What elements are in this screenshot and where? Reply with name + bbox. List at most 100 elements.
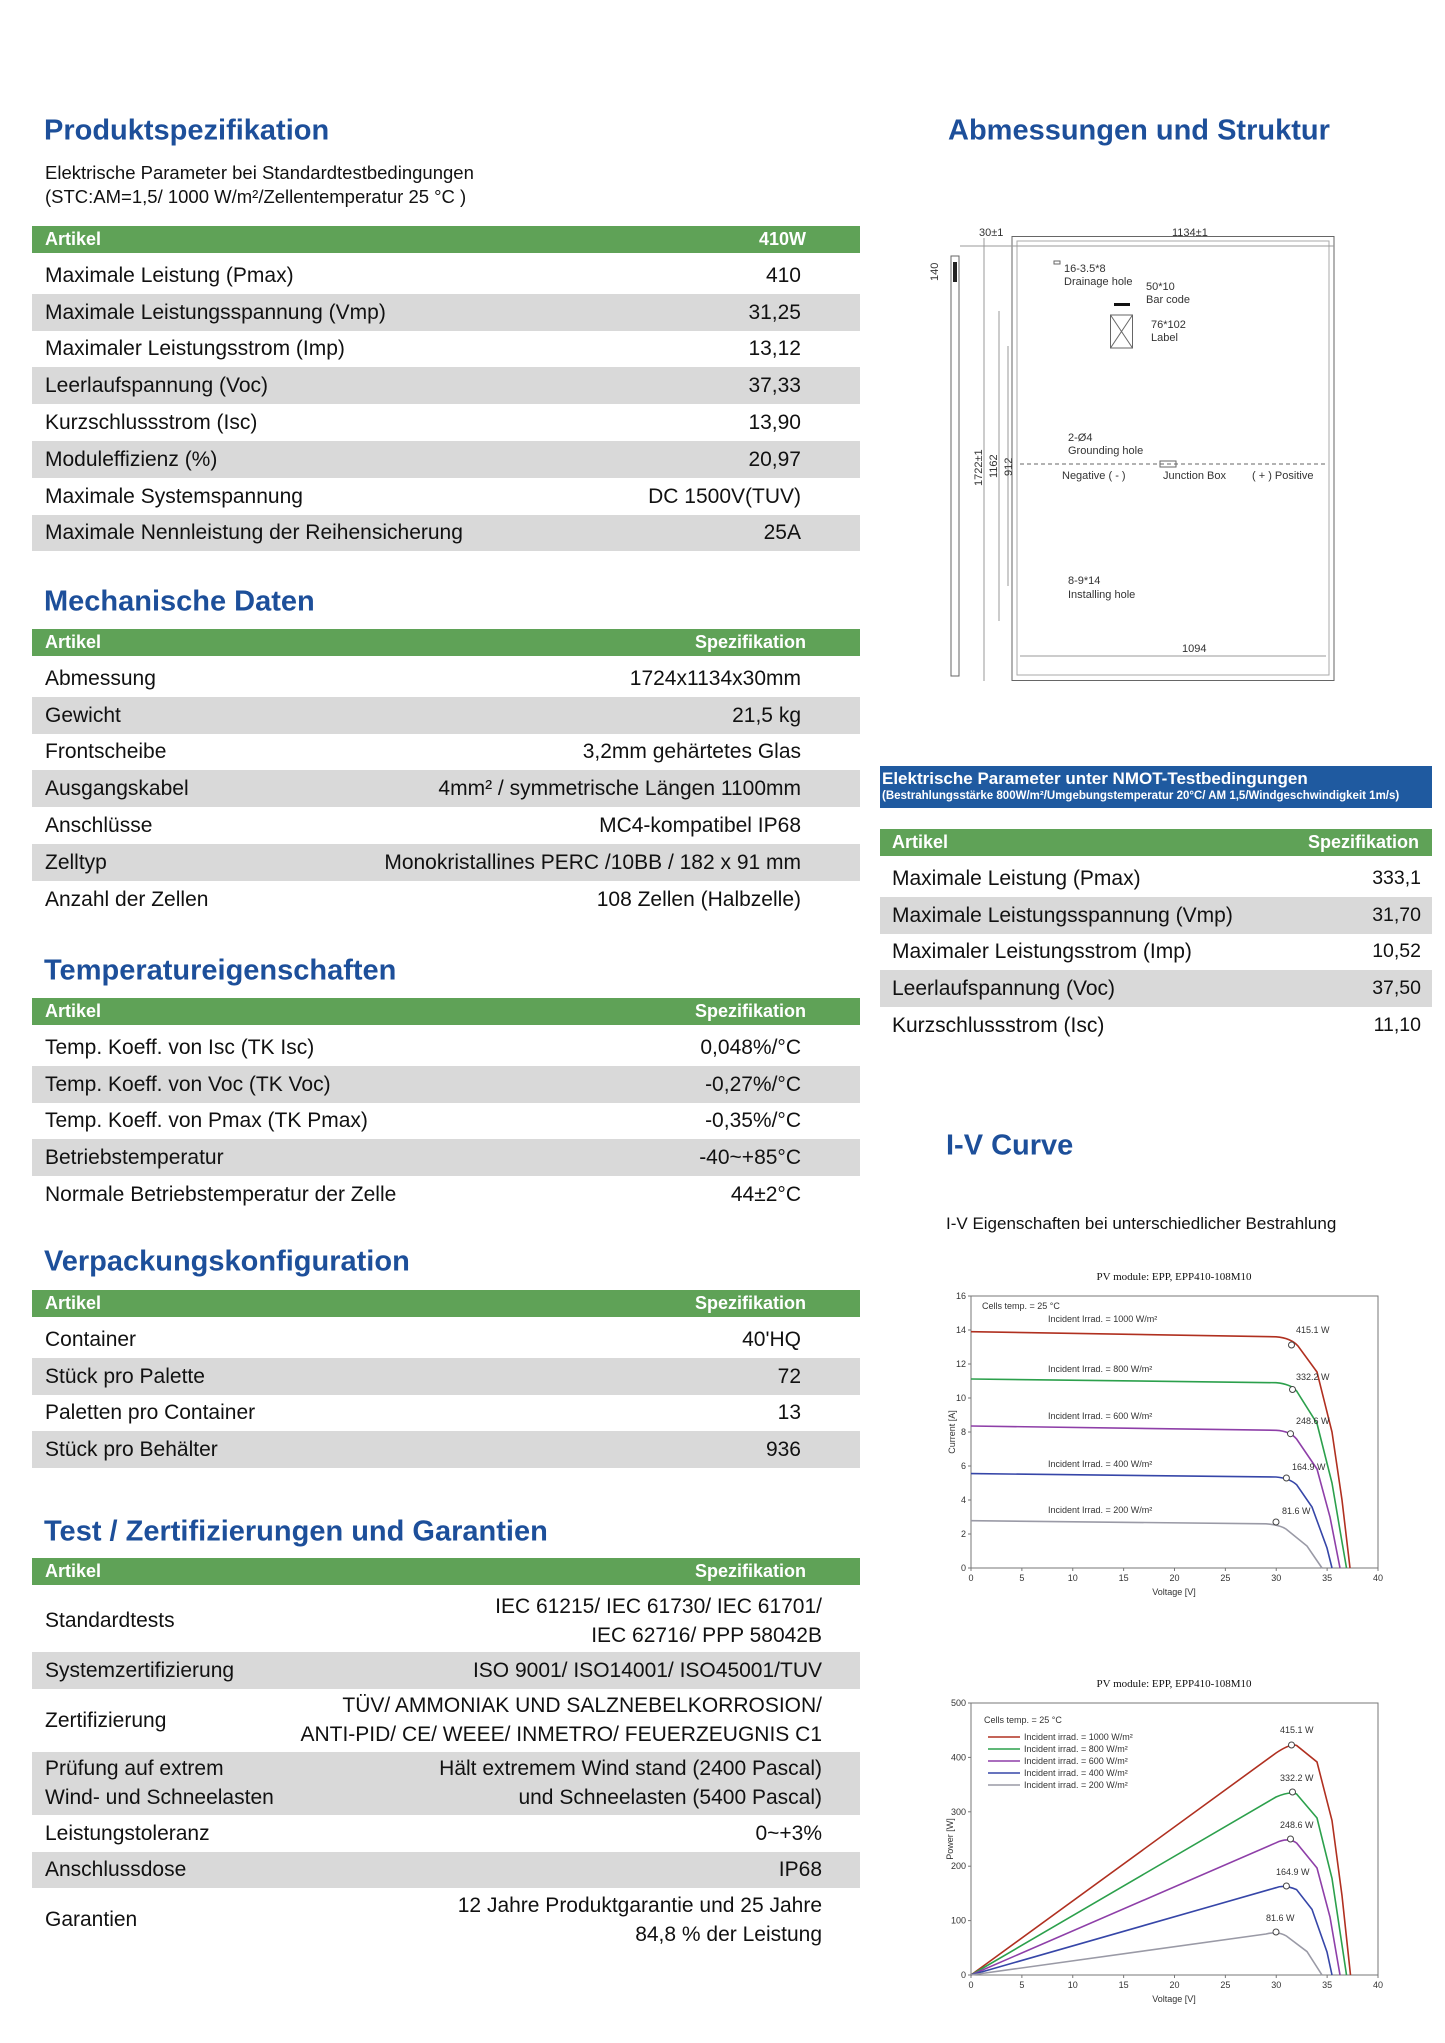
- row-label: Maximaler Leistungsstrom (Imp): [892, 937, 1192, 966]
- table-row: Kurzschlussstrom (Isc) 11,10: [880, 1007, 1432, 1044]
- y-axis-label: Current [A]: [947, 1410, 957, 1454]
- row-value: 410: [766, 261, 801, 290]
- y-tick-label: 14: [956, 1325, 966, 1335]
- curve: [970, 1330, 1351, 1569]
- table: Artikel Spezifikation Standardtests IEC 612…: [32, 1558, 860, 1951]
- row-value: -0,27%/°C: [705, 1070, 801, 1099]
- row-label-text: Temp. Koeff. von Isc (TK Isc): [45, 1035, 315, 1059]
- x-axis-label: Voltage [V]: [1152, 1587, 1196, 1597]
- y-tick-label: 200: [951, 1861, 966, 1871]
- row-value-text: 31,25: [748, 300, 801, 324]
- row-value-text: 20,97: [748, 447, 801, 471]
- table-header: Artikel Spezifikation: [32, 998, 860, 1025]
- table: Artikel Spezifikation Abmessung 1724x1134x3…: [32, 629, 860, 918]
- row-label: Anschlussdose: [45, 1855, 186, 1884]
- row-label-text: Maximaler Leistungsstrom (Imp): [892, 940, 1192, 964]
- table-row: Anzahl der Zellen 108 Zellen (Halbzelle): [32, 881, 860, 918]
- curve: [970, 1472, 1333, 1569]
- dimension-drawing: 30±1 1134±1 140 16-3.5*8 Drainage hole 5…: [929, 227, 1335, 681]
- row-label-text: Maximale Leistung (Pmax): [45, 263, 294, 287]
- row-label-text: Anzahl der Zellen: [45, 887, 209, 911]
- row-label-line: Wind- und Schneelasten: [45, 1786, 274, 1810]
- mpp-point: [1289, 1386, 1296, 1393]
- row-value-text: 21,5 kg: [732, 703, 801, 727]
- table-header: Artikel Spezifikation: [32, 1290, 860, 1317]
- table-header: Artikel Spezifikation: [32, 629, 860, 656]
- row-label: Abmessung: [45, 664, 156, 693]
- row-value: 20,97: [748, 445, 801, 474]
- power-label: 415.1 W: [1296, 1325, 1330, 1335]
- row-label: Kurzschlussstrom (Isc): [892, 1011, 1104, 1040]
- subtitle-line: (STC:AM=1,5/ 1000 W/m²/Zellentemperatur …: [45, 186, 467, 207]
- row-value-text: 40'HQ: [742, 1327, 801, 1351]
- row-value-text: -0,27%/°C: [705, 1072, 801, 1096]
- mpp-point: [1287, 1835, 1294, 1843]
- curve: [970, 1425, 1341, 1569]
- table-row: Leistungstoleranz 0~+3%: [32, 1815, 860, 1852]
- junction-box: [1159, 460, 1177, 468]
- cell-temp: Cells temp. = 25 °C: [982, 1301, 1060, 1311]
- row-value-text: 108 Zellen (Halbzelle): [596, 887, 801, 911]
- table-row: Temp. Koeff. von Pmax (TK Pmax) -0,35%/°C: [32, 1103, 860, 1140]
- subtitle-line: Elektrische Parameter bei Standardtestbe…: [45, 162, 474, 183]
- row-value-line: 84,8 % der Leistung: [635, 1922, 822, 1946]
- mpp-point: [1288, 1741, 1295, 1749]
- table: Artikel 410W Maximale Leistung (Pmax) 410 Ma…: [32, 226, 860, 552]
- table-row: Stück pro Palette 72: [32, 1357, 860, 1395]
- row-value: IEC 61215/ IEC 61730/ IEC 61701/IEC 6271…: [495, 1592, 822, 1650]
- power-label: 81.6 W: [1282, 1506, 1311, 1516]
- x-tick-label: 25: [1220, 1980, 1230, 1990]
- x-tick-label: 15: [1119, 1573, 1129, 1583]
- row-label-line: Prüfung auf extrem: [45, 1757, 224, 1781]
- y-tick-label: 500: [951, 1698, 966, 1708]
- row-value-text: 1724x1134x30mm: [629, 666, 801, 690]
- row-label: Garantien: [45, 1905, 137, 1934]
- row-value: 13,12: [748, 334, 801, 363]
- row-label: Container: [45, 1325, 136, 1354]
- row-value-text: 10,52: [1372, 940, 1421, 963]
- row-value-text: 13: [777, 1401, 801, 1425]
- row-label: Anschlüsse: [45, 811, 152, 840]
- row-value-line: TÜV/ AMMONIAK UND SALZNEBELKORROSION/: [342, 1694, 822, 1718]
- row-label: Gewicht: [45, 701, 121, 730]
- row-label-text: Abmessung: [45, 666, 156, 690]
- row-label-text: Anschlussdose: [45, 1858, 187, 1882]
- x-tick-label: 15: [1119, 1980, 1129, 1990]
- header-cell: Artikel: [45, 632, 102, 652]
- dim-label: Drainage hole: [1064, 276, 1133, 288]
- table-row: Garantien 12 Jahre Produktgarantie und 25…: [32, 1888, 860, 1951]
- row-value: Monokristallines PERC /10BB / 182 x 91 m…: [384, 848, 801, 877]
- table: Artikel Spezifikation Container 40'HQ Stück …: [32, 1290, 860, 1469]
- legend-label: Incident irrad. = 800 W/m²: [1024, 1744, 1128, 1754]
- legend-label: Incident irrad. = 200 W/m²: [1024, 1780, 1128, 1790]
- row-label-text: Maximale Leistung (Pmax): [892, 866, 1141, 890]
- row-value-text: 410: [765, 263, 801, 287]
- curve: [970, 1519, 1323, 1569]
- mpp-point: [1272, 1928, 1280, 1936]
- row-label: Temp. Koeff. von Voc (TK Voc): [45, 1070, 331, 1099]
- row-label: Moduleffizienz (%): [45, 445, 217, 474]
- table-row: Maximale Leistung (Pmax) 410: [32, 257, 860, 294]
- row-label: Stück pro Palette: [45, 1362, 205, 1391]
- table-row: Zertifizierung TÜV/ AMMONIAK UND SALZNEBE…: [32, 1689, 860, 1752]
- row-value: DC 1500V(TUV): [648, 482, 801, 511]
- row-value: 12 Jahre Produktgarantie und 25 Jahre 84,…: [458, 1891, 822, 1949]
- row-label: Frontscheibe: [45, 737, 166, 766]
- row-label-text: Maximale Leistungsspannung (Vmp): [45, 300, 386, 324]
- mpp-point: [1289, 1788, 1296, 1796]
- nmot-banner: Elektrische Parameter unter NMOT-Testbed…: [880, 766, 1432, 808]
- row-label: Standardtests: [45, 1606, 175, 1635]
- row-value-text: 333,1: [1372, 866, 1421, 889]
- row-value-text: 0~+3%: [755, 1821, 822, 1845]
- row-value: 108 Zellen (Halbzelle): [597, 885, 801, 914]
- table-row: Maximale Leistungsspannung (Vmp) 31,25: [32, 293, 860, 331]
- chart-title: PV module: EPP, EPP410-108M10: [1096, 1271, 1252, 1283]
- row-label: Prüfung auf extrem Wind- und Schneelasten: [45, 1754, 274, 1812]
- row-value: -40~+85°C: [699, 1143, 801, 1172]
- table-header: Artikel Spezifikation: [880, 829, 1432, 856]
- row-label: Temp. Koeff. von Isc (TK Isc): [45, 1033, 314, 1062]
- y-tick-label: 400: [951, 1752, 966, 1762]
- x-tick-label: 35: [1322, 1573, 1332, 1583]
- curve: [970, 1839, 1341, 1976]
- dim-label: 1162: [988, 454, 1000, 478]
